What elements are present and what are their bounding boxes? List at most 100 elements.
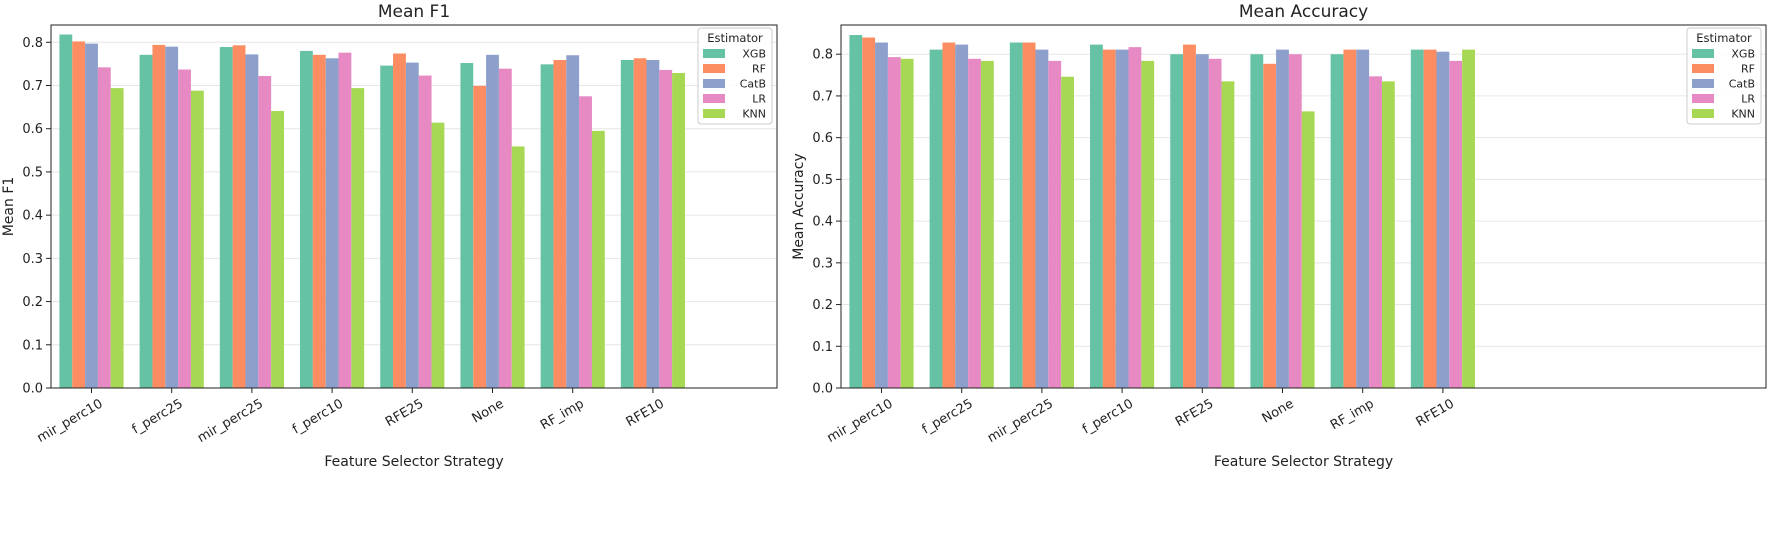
plot-frame (840, 24, 1767, 389)
bar-rf-rfe25 (393, 53, 406, 389)
bar-knn-f_perc25 (190, 90, 204, 388)
legend-entry-catb: CatB (740, 78, 766, 91)
legend-swatch-catb (1692, 79, 1714, 88)
x-tick-label: RF_imp (538, 396, 587, 433)
y-tick-label: 0.5 (22, 165, 43, 180)
x-axis-label: Feature Selector Strategy (1214, 454, 1393, 470)
bar-knn-none (1301, 111, 1315, 389)
bar-knn-mir_perc25 (271, 110, 284, 388)
bar-xgb-f_perc10 (1090, 44, 1103, 388)
bar-xgb-f_perc10 (300, 50, 313, 389)
y-tick-label: 0.7 (22, 79, 43, 94)
bar-xgb-mir_perc10 (59, 34, 73, 388)
x-tick-label: RFE25 (1173, 396, 1216, 430)
bar-xgb-rf_imp (1330, 54, 1344, 388)
bar-knn-mir_perc10 (900, 58, 914, 389)
bar-catb-rfe25 (1195, 54, 1209, 388)
bar-lr-f_perc10 (1128, 47, 1142, 388)
bar-lr-rf_imp (1369, 76, 1382, 389)
legend-swatch-lr (1692, 94, 1714, 103)
bar-knn-rf_imp (591, 130, 605, 388)
bar-catb-f_perc25 (165, 46, 179, 388)
bar-xgb-f_perc25 (929, 49, 943, 388)
y-tick-label: 0.7 (812, 89, 833, 104)
bar-xgb-rf_imp (540, 64, 554, 388)
bar-xgb-none (460, 63, 474, 389)
bar-catb-mir_perc10 (85, 43, 98, 388)
y-tick-label: 0.8 (812, 48, 833, 63)
legend-entry-xgb: XGB (742, 48, 766, 61)
y-tick-label: 0.6 (812, 131, 833, 146)
bar-catb-f_perc10 (325, 58, 339, 389)
bar-catb-rfe10 (646, 60, 660, 388)
y-tick-label: 0.3 (812, 256, 833, 271)
y-tick-label: 0.5 (812, 173, 833, 188)
bar-rf-none (473, 85, 487, 389)
y-tick-label: 0.1 (22, 338, 43, 353)
bar-rf-none (1263, 63, 1277, 389)
bar-rf-f_perc10 (1102, 49, 1116, 388)
bar-xgb-mir_perc10 (849, 35, 863, 388)
bar-lr-rfe25 (418, 75, 432, 388)
bar-knn-rfe25 (431, 122, 445, 389)
x-tick-label: f_perc10 (290, 396, 346, 437)
bar-knn-mir_perc10 (110, 88, 124, 388)
bar-lr-rfe10 (1449, 60, 1463, 389)
y-tick-label: 0.4 (812, 215, 833, 230)
y-tick-label: 0.0 (22, 382, 43, 397)
bar-catb-rf_imp (1356, 49, 1370, 388)
legend-entry-xgb: XGB (1731, 48, 1755, 61)
x-tick-label: f_perc10 (1080, 396, 1136, 437)
bar-lr-f_perc25 (178, 69, 191, 388)
bar-catb-mir_perc25 (245, 54, 259, 389)
y-axis-label: Mean F1 (1, 177, 17, 237)
bar-knn-f_perc10 (1141, 60, 1155, 389)
legend-entry-lr: LR (1741, 93, 1755, 106)
legend-entry-lr: LR (752, 93, 766, 106)
y-tick-label: 0.3 (22, 252, 43, 267)
bar-knn-rf_imp (1381, 81, 1395, 389)
legend-entry-knn: KNN (1731, 108, 1755, 121)
plot-frame (50, 24, 778, 389)
y-axis-label: Mean Accuracy (791, 153, 807, 260)
x-tick-label: f_perc25 (130, 396, 186, 437)
legend-swatch-rf (1692, 64, 1714, 73)
legend-swatch-xgb (703, 49, 725, 58)
legend-swatch-xgb (1692, 49, 1714, 58)
bar-lr-f_perc25 (968, 58, 981, 389)
bar-rf-rf_imp (1343, 49, 1357, 388)
x-tick-label: RFE10 (624, 396, 667, 430)
y-tick-label: 0.8 (22, 36, 43, 51)
bar-catb-none (1276, 49, 1289, 388)
y-tick-label: 0.1 (812, 340, 833, 355)
legend-swatch-lr (703, 94, 725, 103)
bar-rf-f_perc25 (942, 42, 956, 388)
bar-rf-rf_imp (553, 60, 567, 388)
chart-title: Mean Accuracy (1239, 2, 1368, 22)
bar-xgb-mir_perc25 (219, 47, 233, 389)
y-tick-label: 0.4 (22, 209, 43, 224)
x-tick-label: mir_perc10 (825, 396, 896, 446)
x-tick-label: RF_imp (1328, 396, 1377, 433)
legend-entry-catb: CatB (1729, 78, 1755, 91)
legend: Estimator XGB RF CatB LR KNN (1686, 27, 1762, 125)
bar-knn-rfe10 (672, 72, 685, 388)
bar-lr-mir_perc10 (887, 57, 901, 388)
bar-catb-rfe25 (405, 62, 419, 388)
bar-rf-mir_perc10 (862, 37, 876, 388)
bar-lr-rf_imp (579, 96, 592, 388)
bar-knn-rfe10 (1462, 49, 1475, 388)
bar-lr-none (498, 68, 512, 389)
legend-swatch-catb (703, 79, 725, 88)
bar-knn-f_perc25 (980, 60, 994, 389)
legend-swatch-knn (1692, 109, 1714, 118)
bar-lr-none (1288, 54, 1302, 388)
bar-lr-rfe10 (659, 69, 673, 388)
bar-lr-f_perc10 (338, 52, 352, 389)
x-tick-label: f_perc25 (920, 396, 976, 437)
bar-catb-none (486, 54, 499, 388)
bar-rf-rfe10 (633, 58, 647, 389)
x-tick-label: RFE10 (1414, 396, 1457, 430)
bar-xgb-none (1250, 54, 1264, 388)
legend-title: Estimator (707, 31, 763, 45)
